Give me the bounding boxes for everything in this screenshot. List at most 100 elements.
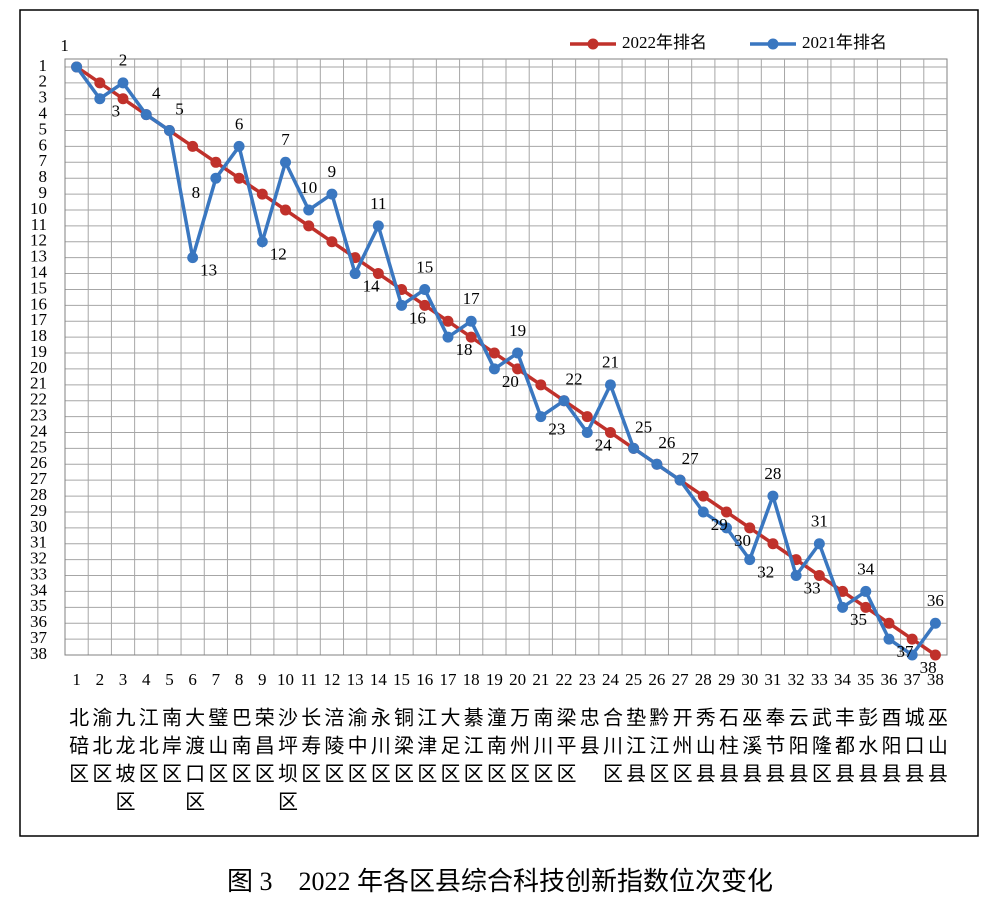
series-point <box>581 411 593 423</box>
data-label: 29 <box>711 515 728 534</box>
category-label: 垫江县 <box>623 707 646 791</box>
y-tick-label: 25 <box>30 437 47 456</box>
series-point <box>442 331 454 343</box>
data-label: 6 <box>235 114 244 133</box>
x-tick-label: 30 <box>741 670 758 689</box>
series-point <box>280 204 291 216</box>
series-point <box>837 601 849 613</box>
category-label: 永川区 <box>367 707 390 791</box>
category-label: 云阳县 <box>785 707 807 791</box>
x-tick-label: 24 <box>602 670 620 689</box>
data-label: 25 <box>635 417 652 436</box>
x-tick-label: 11 <box>301 670 317 689</box>
series-point <box>744 554 756 566</box>
series-point <box>349 268 361 280</box>
x-tick-label: 13 <box>347 670 364 689</box>
series-point <box>488 347 500 359</box>
data-label: 4 <box>152 84 161 103</box>
category-label: 南川区 <box>530 707 553 791</box>
y-tick-label: 15 <box>30 278 47 297</box>
y-tick-label: 28 <box>30 485 47 504</box>
series-point <box>697 506 709 518</box>
series-point <box>628 442 640 454</box>
y-tick-label: 6 <box>39 135 48 154</box>
y-tick-label: 16 <box>30 294 47 313</box>
series-point <box>535 379 547 391</box>
x-tick-label: 32 <box>788 670 805 689</box>
x-tick-label: 12 <box>323 670 340 689</box>
series-point <box>372 220 384 232</box>
series-point <box>906 633 918 645</box>
x-tick-label: 1 <box>72 670 81 689</box>
data-label: 19 <box>509 321 526 340</box>
data-label: 24 <box>595 435 613 454</box>
x-tick-label: 18 <box>463 670 480 689</box>
data-label: 33 <box>804 578 821 597</box>
y-tick-label: 4 <box>39 104 48 123</box>
series-point <box>929 617 941 629</box>
y-tick-label: 35 <box>30 596 47 615</box>
series-point <box>256 236 268 248</box>
y-tick-label: 27 <box>30 469 48 488</box>
y-tick-label: 37 <box>30 628 48 647</box>
x-tick-label: 36 <box>880 670 897 689</box>
y-tick-label: 12 <box>30 231 47 250</box>
series-point <box>233 140 245 152</box>
x-tick-label: 7 <box>212 670 221 689</box>
y-tick-label: 29 <box>30 501 47 520</box>
y-tick-label: 22 <box>30 390 47 409</box>
y-tick-label: 3 <box>39 88 48 107</box>
category-label: 石柱县 <box>716 707 739 791</box>
x-tick-label: 26 <box>648 670 665 689</box>
series-point <box>721 506 732 518</box>
y-tick-label: 31 <box>30 533 47 552</box>
data-label: 26 <box>658 433 675 452</box>
category-label: 黔江区 <box>646 707 669 791</box>
data-label: 23 <box>548 420 565 439</box>
series-point <box>396 299 408 311</box>
series-point <box>860 585 872 597</box>
data-label: 9 <box>328 162 337 181</box>
y-tick-label: 8 <box>39 167 48 186</box>
series-point <box>303 220 315 232</box>
x-tick-label: 9 <box>258 670 267 689</box>
series-point <box>326 188 338 200</box>
category-label: 巫溪县 <box>739 707 762 791</box>
category-label: 万州区 <box>507 707 530 791</box>
legend-label: 2022年排名 <box>622 33 707 52</box>
legend-label: 2021年排名 <box>802 33 887 52</box>
category-label: 沙坪坝区 <box>275 707 298 819</box>
x-tick-label: 14 <box>370 670 388 689</box>
x-tick-label: 2 <box>96 670 105 689</box>
series-point <box>883 617 895 629</box>
data-label: 2 <box>119 51 128 70</box>
x-tick-label: 4 <box>142 670 151 689</box>
x-tick-label: 3 <box>119 670 128 689</box>
series-point <box>860 601 872 613</box>
series-point <box>280 156 291 168</box>
category-label: 荣昌区 <box>251 707 274 791</box>
y-tick-label: 11 <box>31 215 47 234</box>
series-point <box>256 188 268 200</box>
y-tick-label: 7 <box>39 151 48 170</box>
x-tick-label: 21 <box>532 670 549 689</box>
series-point <box>790 570 802 582</box>
series-point <box>117 93 129 105</box>
data-label: 18 <box>455 340 472 359</box>
y-tick-label: 10 <box>30 199 47 218</box>
x-tick-label: 17 <box>439 670 457 689</box>
series-point <box>767 538 779 550</box>
data-label: 13 <box>200 261 217 280</box>
series-point <box>419 283 431 295</box>
series-point <box>419 299 431 311</box>
y-tick-label: 20 <box>30 358 47 377</box>
y-tick-label: 9 <box>39 183 48 202</box>
data-label: 35 <box>850 610 867 629</box>
x-tick-label: 28 <box>695 670 712 689</box>
series-point <box>929 649 941 661</box>
series-point <box>558 395 570 407</box>
y-tick-label: 30 <box>30 517 47 536</box>
x-tick-label: 6 <box>188 670 197 689</box>
category-label: 涪陵区 <box>321 707 344 791</box>
category-label: 綦江区 <box>460 707 483 791</box>
